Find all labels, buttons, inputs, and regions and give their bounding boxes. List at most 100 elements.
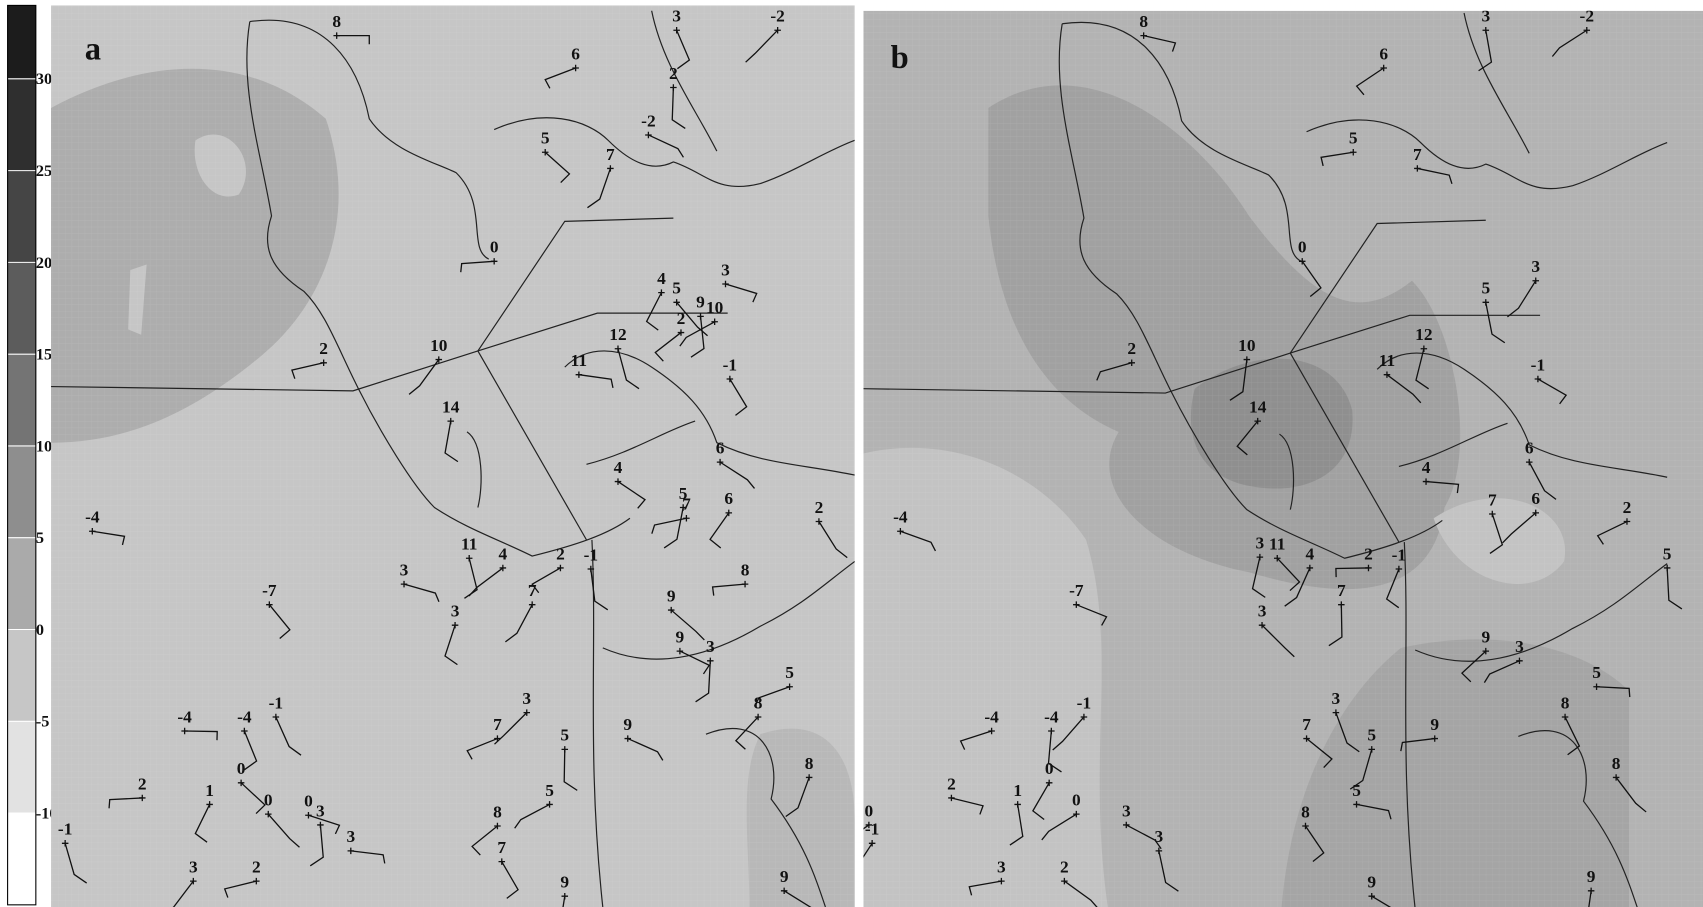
station-value: 9 <box>696 293 705 312</box>
station-value: 5 <box>1481 279 1490 298</box>
station-value: 2 <box>1060 857 1069 876</box>
colorbar-tick-label: 10 <box>36 437 52 455</box>
station-value: 0 <box>490 238 499 257</box>
station-value: 4 <box>499 544 508 563</box>
station-value: 3 <box>1531 257 1540 276</box>
station-value: 9 <box>676 628 685 647</box>
station-value: 11 <box>461 535 477 554</box>
station-value: -1 <box>723 355 737 374</box>
station-value: -4 <box>893 508 908 527</box>
station-value: 6 <box>1525 439 1534 458</box>
colorbar-band <box>8 721 36 813</box>
station-value: 11 <box>1379 351 1395 370</box>
station-value: 2 <box>252 857 261 876</box>
station-value: -1 <box>584 545 598 564</box>
station-value: 5 <box>1592 663 1601 682</box>
station-value: 5 <box>672 279 681 298</box>
station-value: 9 <box>780 867 789 886</box>
colorbar-tick-label: 30 <box>36 70 52 88</box>
station-value: 3 <box>1258 602 1267 621</box>
station-value: 8 <box>741 561 750 580</box>
station-value: 14 <box>442 398 460 417</box>
station-value: 5 <box>545 781 554 800</box>
station-value: 4 <box>1422 458 1431 477</box>
station-value: 3 <box>189 857 198 876</box>
colorbar-band <box>8 354 36 446</box>
station-value: 0 <box>1045 759 1054 778</box>
station-value: 3 <box>1256 534 1265 553</box>
station-value: 12 <box>1415 325 1432 344</box>
colorbar-band <box>8 262 36 354</box>
colorbar-tick-label: -5 <box>36 713 50 731</box>
station-value: 7 <box>606 145 615 164</box>
station-value: 5 <box>541 129 550 148</box>
station-value: -7 <box>1069 581 1084 600</box>
station-value: 3 <box>1155 827 1164 846</box>
station-value: 8 <box>1612 754 1621 773</box>
station-value: 9 <box>1367 873 1376 892</box>
station-value: 3 <box>1481 7 1490 26</box>
station-value: 9 <box>623 715 632 734</box>
station-value: -2 <box>641 111 655 130</box>
station-value: 6 <box>571 44 580 63</box>
station-value: 2 <box>138 774 147 793</box>
station-value: 8 <box>805 754 814 773</box>
station-value: 3 <box>346 827 355 846</box>
station-value: 3 <box>316 801 325 820</box>
station-value: 11 <box>1269 535 1285 554</box>
station-value: 4 <box>614 458 623 477</box>
station-value: 7 <box>493 715 502 734</box>
station-value: 14 <box>1249 398 1267 417</box>
station-value: 7 <box>1488 490 1497 509</box>
station-value: 8 <box>493 802 502 821</box>
station-value: 1 <box>1013 781 1022 800</box>
panel-label: a <box>85 31 101 67</box>
station-value: 6 <box>724 489 733 508</box>
station-value: -4 <box>984 707 999 726</box>
colorbar-band <box>8 630 36 722</box>
colorbar-band <box>8 813 36 905</box>
station-value: 8 <box>754 693 763 712</box>
station-value: 10 <box>706 298 723 317</box>
station-value: 5 <box>1349 129 1358 148</box>
station-value: 3 <box>451 602 460 621</box>
station-value: -4 <box>237 707 252 726</box>
station-value: 2 <box>319 339 328 358</box>
station-value: 0 <box>865 801 874 820</box>
colorbar-band <box>8 5 36 78</box>
station-value: 0 <box>304 792 313 811</box>
station-value: 5 <box>1352 781 1361 800</box>
station-value: 2 <box>1364 544 1373 563</box>
colorbar-tick-label: 5 <box>36 529 44 547</box>
station-value: 6 <box>716 439 725 458</box>
station-value: 3 <box>997 857 1006 876</box>
station-value: 3 <box>672 7 681 26</box>
station-value: 9 <box>1481 628 1490 647</box>
station-value: -4 <box>85 508 100 527</box>
station-value: -1 <box>1077 693 1091 712</box>
station-value: 7 <box>497 838 506 857</box>
station-value: 2 <box>669 64 678 83</box>
station-value: 8 <box>1301 802 1310 821</box>
station-value: 12 <box>609 325 626 344</box>
station-value: 3 <box>1515 637 1524 656</box>
station-value: 5 <box>785 663 794 682</box>
station-value: 8 <box>1561 693 1570 712</box>
station-value: 10 <box>1238 336 1255 355</box>
station-value: 0 <box>237 759 246 778</box>
station-value: 8 <box>1139 12 1148 31</box>
map-panel-b: 83-26570351211-110214647625-41142-13-773… <box>842 7 1703 907</box>
station-value: 10 <box>430 336 447 355</box>
colorbar-tick-label: 15 <box>36 346 52 364</box>
station-value: 7 <box>1302 715 1311 734</box>
station-value: 2 <box>815 498 824 517</box>
station-value: 9 <box>667 586 676 605</box>
station-value: -2 <box>1580 7 1594 26</box>
colorbar-band <box>8 79 36 171</box>
station-value: 7 <box>1337 581 1346 600</box>
station-value: 5 <box>560 726 569 745</box>
station-value: -1 <box>269 693 283 712</box>
station-value: 3 <box>721 260 730 279</box>
figure: 302520151050-5-10 83-262-257045391021211… <box>0 0 1703 907</box>
